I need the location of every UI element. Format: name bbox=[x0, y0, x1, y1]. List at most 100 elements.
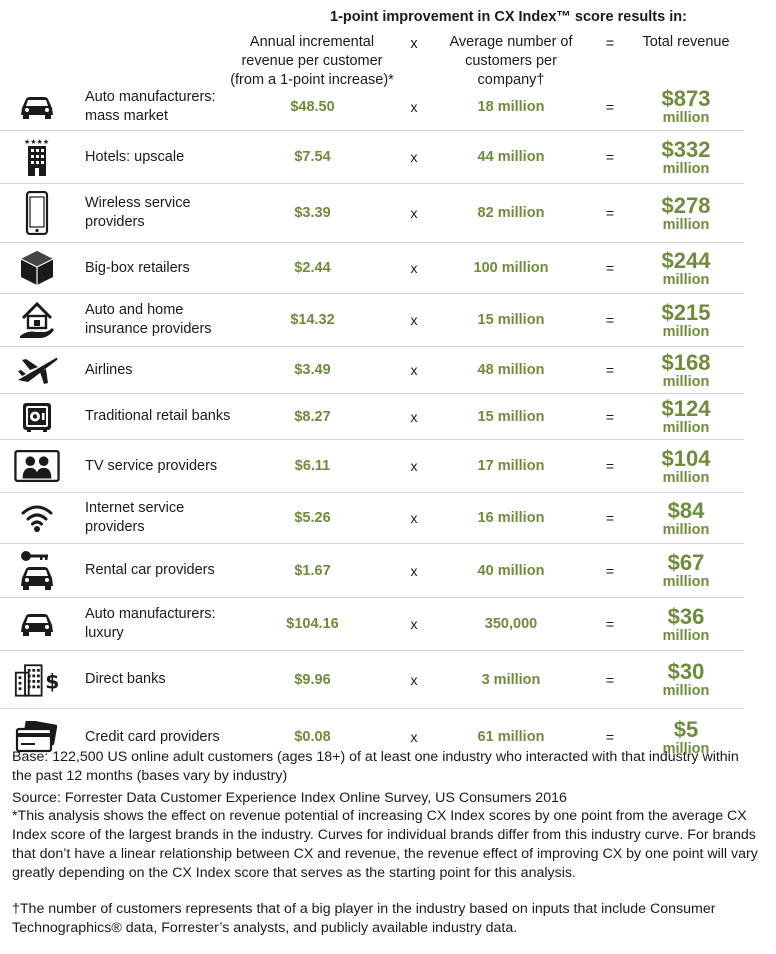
column-header-total: Total revenue bbox=[642, 34, 730, 50]
column-header-equals: = bbox=[605, 36, 615, 52]
wifi-icon bbox=[14, 493, 60, 543]
revenue-per-customer: $14.32 bbox=[290, 312, 335, 328]
box-icon bbox=[14, 243, 60, 293]
times-sign: x bbox=[410, 616, 418, 632]
industry-label: Auto manufacturers: luxury bbox=[85, 606, 216, 641]
total-amount: $332 bbox=[661, 136, 711, 162]
column-header-times: x bbox=[410, 36, 418, 52]
customer-count: 18 million bbox=[477, 98, 545, 115]
total-revenue: $104 million bbox=[640, 440, 732, 492]
airplane-icon bbox=[14, 347, 60, 393]
total-unit: million bbox=[662, 627, 710, 644]
hotel-icon: ★★★★ bbox=[14, 131, 60, 183]
revenue-per-customer: $48.50 bbox=[290, 98, 335, 115]
table-row: Airlines $3.49 x 48 million = $168 millio… bbox=[0, 347, 744, 394]
customer-count: 15 million bbox=[477, 408, 545, 425]
total-amount: $124 bbox=[661, 396, 711, 421]
times-sign: x bbox=[410, 205, 418, 221]
customer-count: 82 million bbox=[477, 205, 545, 221]
customer-count: 44 million bbox=[477, 149, 545, 165]
table-row: Rental car providers $1.67 x 40 million … bbox=[0, 544, 744, 598]
times-sign: x bbox=[410, 260, 418, 276]
customer-count: 61 million bbox=[477, 729, 545, 745]
revenue-per-customer: $3.49 bbox=[294, 362, 331, 378]
equals-sign: = bbox=[605, 205, 615, 221]
table-row: Auto manufacturers: luxury $104.16 x 350… bbox=[0, 598, 744, 651]
revenue-per-customer: $3.39 bbox=[294, 205, 331, 221]
revenue-per-customer: $7.54 bbox=[294, 149, 331, 165]
table-row: TV service providers $6.11 x 17 million … bbox=[0, 440, 744, 493]
table-row: Internet service providers $5.26 x 16 mi… bbox=[0, 493, 744, 544]
total-revenue: $30 million bbox=[640, 651, 732, 708]
times-sign: x bbox=[410, 149, 418, 165]
total-amount: $84 bbox=[667, 497, 705, 523]
table-row: Credit card providers $0.08 x 61 million… bbox=[0, 709, 744, 765]
total-unit: million bbox=[662, 271, 710, 288]
table-row: Traditional retail banks $8.27 x 15 mill… bbox=[0, 394, 744, 440]
customer-count: 350,000 bbox=[484, 616, 538, 632]
total-unit: million bbox=[662, 574, 710, 590]
total-amount: $873 bbox=[661, 86, 711, 111]
equals-sign: = bbox=[605, 98, 615, 115]
total-amount: $36 bbox=[667, 603, 705, 629]
times-sign: x bbox=[410, 729, 418, 745]
times-sign: x bbox=[410, 458, 418, 474]
total-unit: million bbox=[662, 740, 710, 757]
total-revenue: $873 million bbox=[640, 83, 732, 130]
total-amount: $278 bbox=[661, 192, 711, 218]
customer-count: 17 million bbox=[477, 458, 545, 474]
times-sign: x bbox=[410, 312, 418, 328]
footnote-source: Source: Forrester Data Customer Experien… bbox=[12, 790, 567, 806]
column-header-revenue: Annual incremental revenue per customer … bbox=[230, 34, 394, 88]
customer-count: 3 million bbox=[481, 671, 541, 688]
equals-sign: = bbox=[605, 149, 615, 165]
equals-sign: = bbox=[605, 671, 615, 688]
revenue-per-customer: $1.67 bbox=[294, 562, 331, 579]
footnote-customers: †The number of customers represents that… bbox=[12, 901, 716, 936]
table-row: $ Direct banks $9.96 x 3 million = $30 mi… bbox=[0, 651, 744, 709]
industry-label: Big-box retailers bbox=[85, 259, 190, 276]
total-revenue: $67 million bbox=[640, 544, 732, 597]
equals-sign: = bbox=[605, 729, 615, 745]
safe-icon bbox=[14, 394, 60, 439]
revenue-per-customer: $8.27 bbox=[294, 408, 331, 425]
total-revenue: $168 million bbox=[640, 347, 732, 393]
svg-text:$: $ bbox=[45, 669, 59, 693]
footnote-base: Base: 122,500 US online adult customers … bbox=[12, 749, 739, 784]
times-sign: x bbox=[410, 362, 418, 378]
credit-card-icon bbox=[14, 709, 60, 765]
customer-count: 48 million bbox=[477, 362, 545, 378]
equals-sign: = bbox=[605, 510, 615, 526]
equals-sign: = bbox=[605, 260, 615, 276]
industry-label: Hotels: upscale bbox=[85, 148, 185, 165]
table-row: Auto manufacturers: mass market $48.50 x… bbox=[0, 83, 744, 131]
footnote-methodology: *This analysis shows the effect on reven… bbox=[12, 808, 758, 881]
table-row: Big-box retailers $2.44 x 100 million = … bbox=[0, 243, 744, 294]
times-sign: x bbox=[410, 671, 418, 688]
industry-label: Credit card providers bbox=[85, 728, 220, 745]
total-revenue: $124 million bbox=[640, 394, 732, 439]
phone-icon bbox=[14, 184, 60, 242]
revenue-table: Auto manufacturers: mass market $48.50 x… bbox=[0, 83, 744, 765]
revenue-per-customer: $0.08 bbox=[294, 729, 331, 745]
total-unit: million bbox=[662, 521, 710, 538]
total-revenue: $244 million bbox=[640, 243, 732, 293]
car-icon bbox=[14, 598, 60, 650]
industry-label: TV service providers bbox=[85, 457, 218, 474]
table-row: Auto and home insurance providers $14.32… bbox=[0, 294, 744, 347]
total-unit: million bbox=[662, 420, 710, 436]
equals-sign: = bbox=[605, 562, 615, 579]
revenue-per-customer: $6.11 bbox=[294, 458, 331, 474]
total-amount: $104 bbox=[661, 445, 711, 471]
total-unit: million bbox=[662, 683, 710, 699]
customer-count: 15 million bbox=[477, 312, 545, 328]
total-revenue: $278 million bbox=[640, 184, 732, 242]
tv-people-icon bbox=[14, 440, 60, 492]
industry-label: Traditional retail banks bbox=[85, 408, 231, 424]
svg-text:★★★★: ★★★★ bbox=[24, 138, 49, 146]
industry-label: Rental car providers bbox=[85, 562, 215, 578]
equals-sign: = bbox=[605, 408, 615, 425]
revenue-per-customer: $9.96 bbox=[294, 671, 331, 688]
times-sign: x bbox=[410, 98, 418, 115]
total-amount: $168 bbox=[661, 349, 711, 375]
